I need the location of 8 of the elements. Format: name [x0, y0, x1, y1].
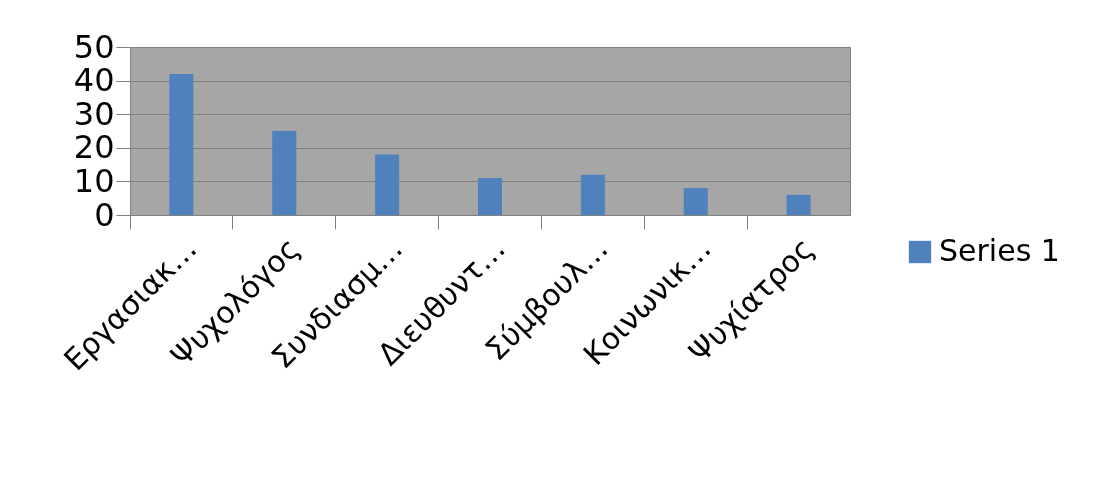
bar: [786, 194, 811, 215]
legend-label: Series 1: [939, 233, 1060, 268]
bar: [683, 188, 708, 215]
bar: [169, 73, 194, 215]
bar: [375, 154, 400, 215]
bar: [478, 178, 502, 215]
bar: [272, 131, 297, 215]
bar: [580, 174, 605, 215]
